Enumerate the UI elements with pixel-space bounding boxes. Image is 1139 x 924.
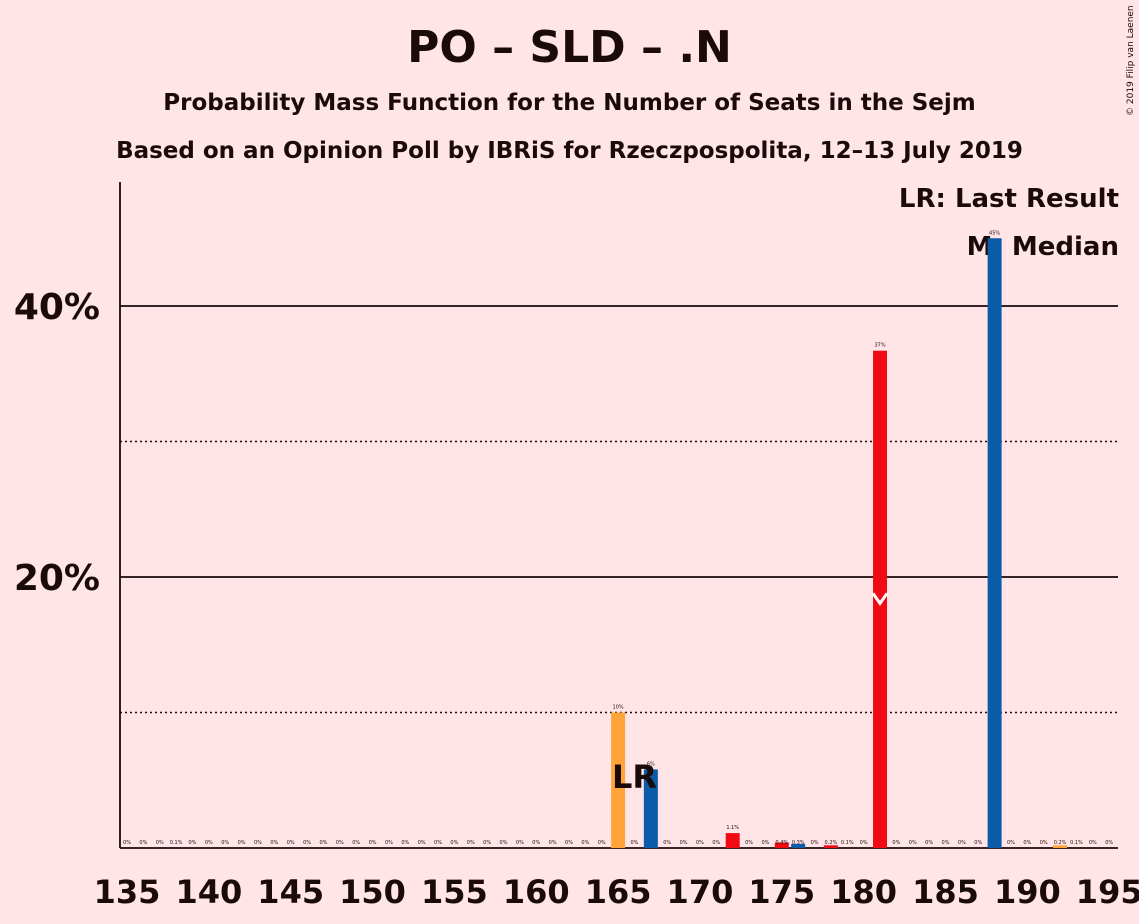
data-label: 0% xyxy=(712,840,720,846)
data-label: 0.3% xyxy=(792,840,805,846)
data-label: 0% xyxy=(156,840,164,846)
bar-188 xyxy=(987,238,1002,848)
data-label: 0% xyxy=(467,840,475,846)
data-label: 0% xyxy=(500,840,508,846)
data-label: 0% xyxy=(1007,840,1015,846)
data-label: 0% xyxy=(352,840,360,846)
data-label: 0% xyxy=(909,840,917,846)
data-label: 0% xyxy=(189,840,197,846)
data-label: 0% xyxy=(1040,840,1048,846)
x-tick-label: 140 xyxy=(175,873,242,911)
chart-subtitle: Probability Mass Function for the Number… xyxy=(163,90,976,116)
bar-192 xyxy=(1053,845,1068,848)
data-label: 0% xyxy=(663,840,671,846)
y-tick-label: 20% xyxy=(14,558,100,599)
last-result-marker: LR xyxy=(612,758,657,796)
data-label: 0% xyxy=(761,840,769,846)
data-label: 0% xyxy=(958,840,966,846)
x-tick-label: 150 xyxy=(339,873,406,911)
chart-subtitle-source: Based on an Opinion Poll by IBRiS for Rz… xyxy=(116,138,1023,164)
chart-title: PO – SLD – .N xyxy=(407,22,732,73)
data-label: 0% xyxy=(254,840,262,846)
data-label: 0% xyxy=(598,840,606,846)
data-label: 0% xyxy=(205,840,213,846)
data-label: 0% xyxy=(336,840,344,846)
x-tick-label: 160 xyxy=(503,873,570,911)
data-label: 0% xyxy=(680,840,688,846)
data-label: 0% xyxy=(581,840,589,846)
data-label: 0% xyxy=(434,840,442,846)
data-label: 0% xyxy=(319,840,327,846)
data-label: 0% xyxy=(238,840,246,846)
data-label: 0.2% xyxy=(825,840,838,846)
data-label: 0% xyxy=(565,840,573,846)
data-label: 0% xyxy=(221,840,229,846)
data-label: 0% xyxy=(287,840,295,846)
x-tick-label: 170 xyxy=(667,873,734,911)
data-label: 1.1% xyxy=(726,825,739,831)
x-tick-label: 135 xyxy=(94,873,161,911)
data-label: 0% xyxy=(401,840,409,846)
x-tick-label: 165 xyxy=(585,873,652,911)
data-label: 0.1% xyxy=(170,840,183,846)
data-label: 0% xyxy=(745,840,753,846)
data-label: 0% xyxy=(270,840,278,846)
data-label: 0% xyxy=(974,840,982,846)
data-label: 0.2% xyxy=(1054,840,1067,846)
data-label: 0% xyxy=(385,840,393,846)
data-label: 0% xyxy=(483,840,491,846)
data-label: 0% xyxy=(942,840,950,846)
data-label: 0.1% xyxy=(841,840,854,846)
data-label: 0% xyxy=(1023,840,1031,846)
median-marker xyxy=(871,592,889,606)
data-label: 10% xyxy=(613,705,624,711)
data-label: 0% xyxy=(892,840,900,846)
data-label: 6% xyxy=(647,761,655,767)
data-label: 0% xyxy=(925,840,933,846)
data-label: 0.4% xyxy=(775,840,788,846)
x-tick-label: 155 xyxy=(421,873,488,911)
data-label: 0.1% xyxy=(1070,840,1083,846)
data-label: 0% xyxy=(696,840,704,846)
x-tick-label: 195 xyxy=(1076,873,1139,911)
data-label: 0% xyxy=(860,840,868,846)
x-tick-label: 185 xyxy=(912,873,979,911)
data-label: 0% xyxy=(1105,840,1113,846)
data-label: 0% xyxy=(516,840,524,846)
x-tick-label: 175 xyxy=(748,873,815,911)
bar-181 xyxy=(873,350,888,848)
data-label: 0% xyxy=(123,840,131,846)
data-label: 0% xyxy=(532,840,540,846)
x-tick-label: 145 xyxy=(257,873,324,911)
data-label: 0% xyxy=(418,840,426,846)
data-label: 0% xyxy=(139,840,147,846)
x-tick-label: 180 xyxy=(830,873,897,911)
data-label: 0% xyxy=(1089,840,1097,846)
data-label: 45% xyxy=(989,230,1000,236)
data-label: 0% xyxy=(549,840,557,846)
bar-176 xyxy=(791,843,806,848)
x-tick-label: 190 xyxy=(994,873,1061,911)
bar-178 xyxy=(823,845,838,848)
data-label: 0% xyxy=(811,840,819,846)
data-label: 37% xyxy=(874,343,885,349)
bar-167 xyxy=(643,769,658,848)
legend-last-result: LR: Last Result xyxy=(898,184,1119,214)
data-label: 0% xyxy=(303,840,311,846)
data-label: 0% xyxy=(369,840,377,846)
data-label: 0% xyxy=(450,840,458,846)
bar-165 xyxy=(611,712,626,848)
bar-175 xyxy=(774,842,789,848)
y-tick-label: 40% xyxy=(14,287,100,328)
bar-172 xyxy=(725,833,740,848)
data-label: 0% xyxy=(631,840,639,846)
